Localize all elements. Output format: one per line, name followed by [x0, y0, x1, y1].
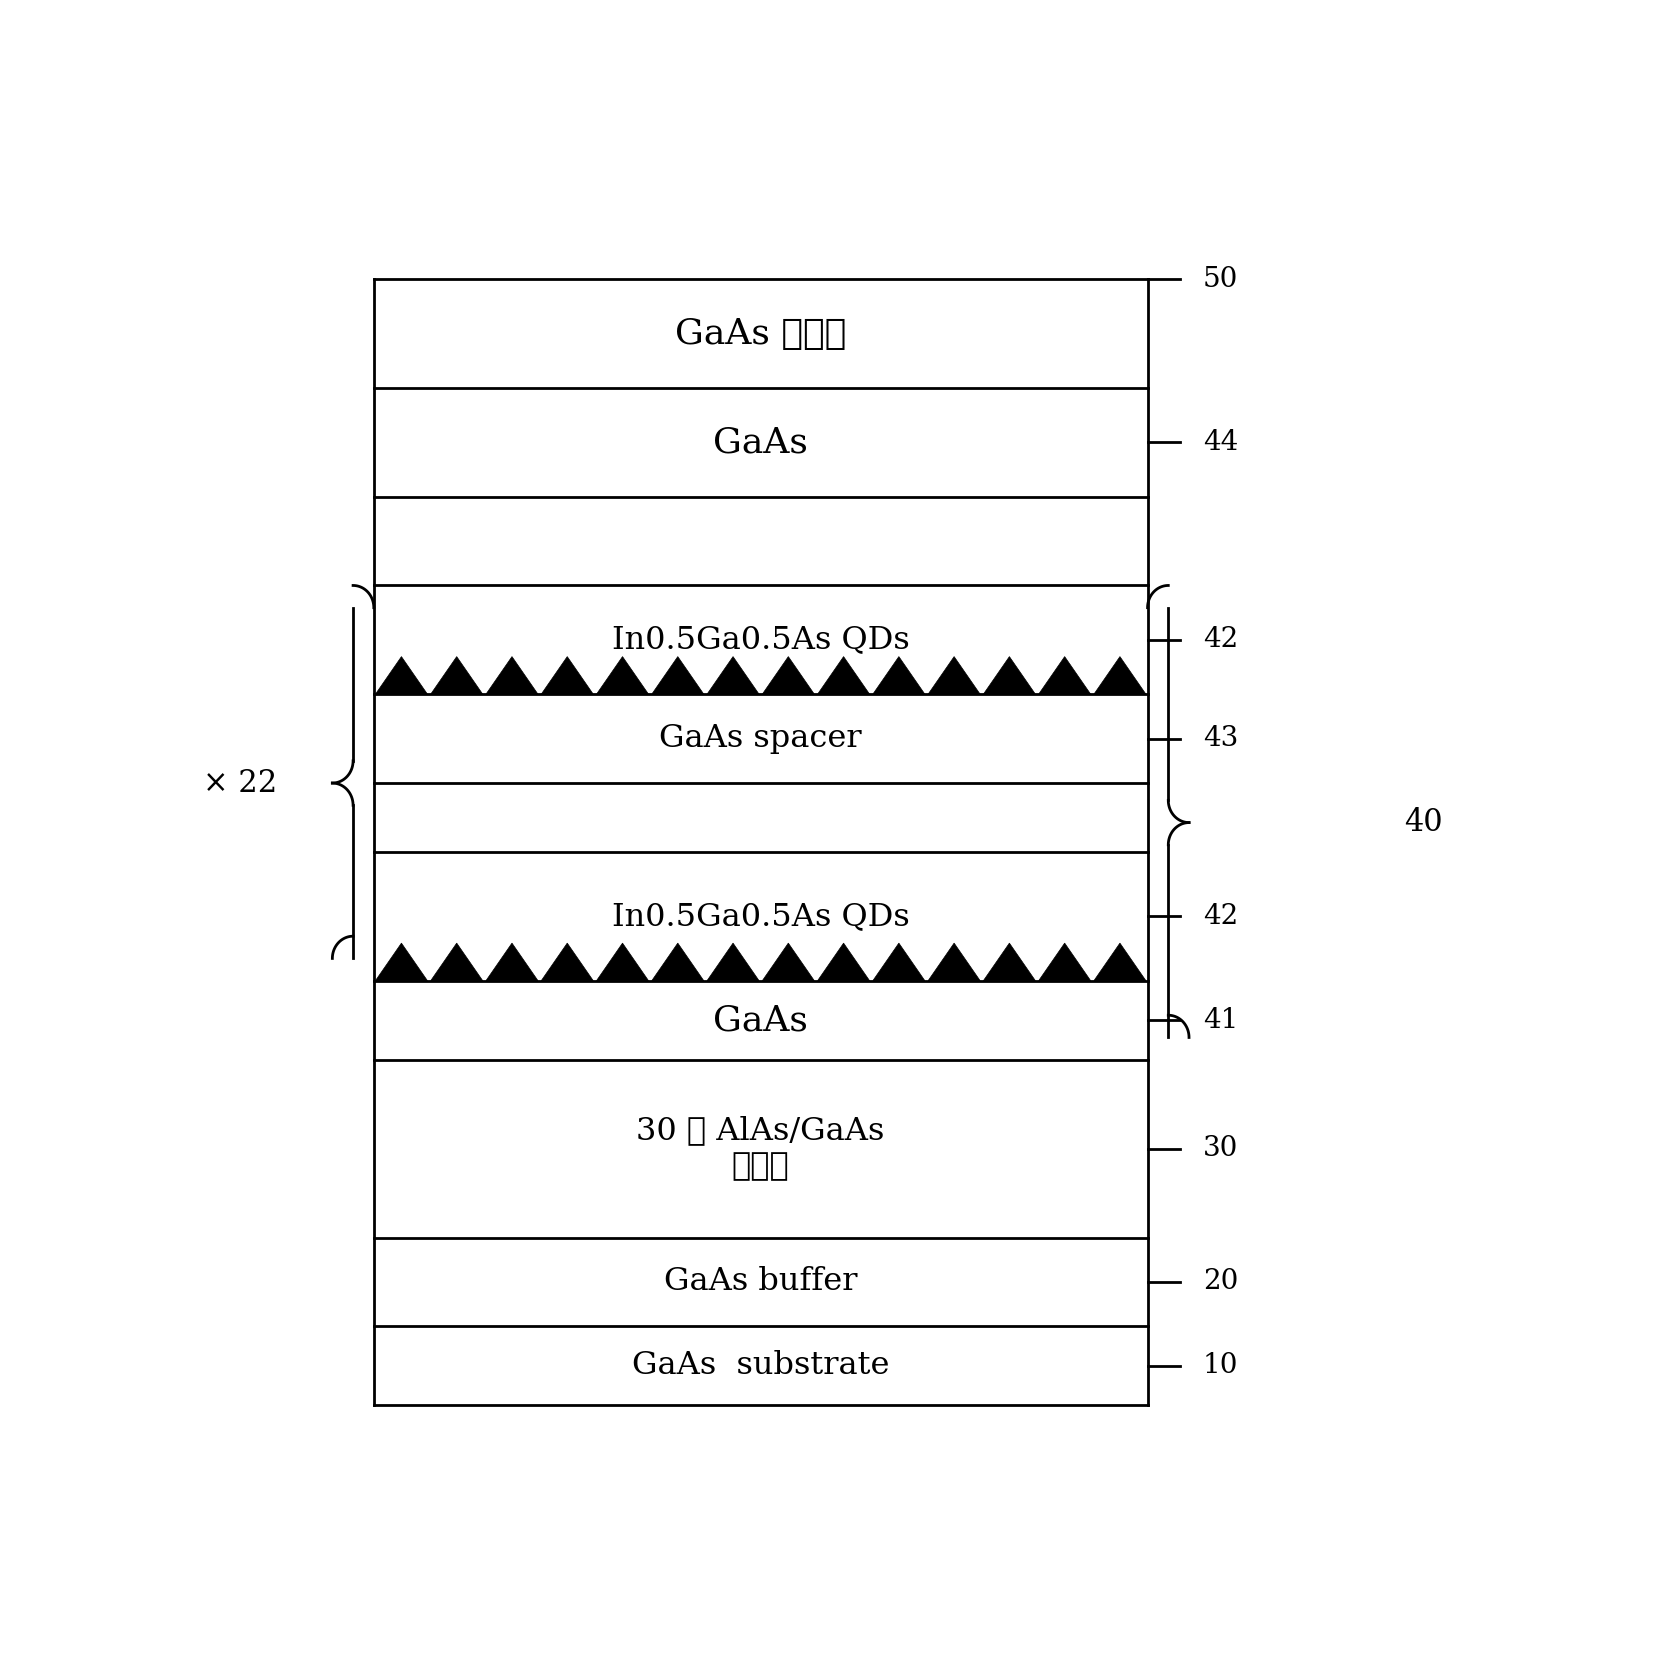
Polygon shape — [596, 657, 649, 694]
Polygon shape — [376, 942, 428, 981]
Polygon shape — [431, 657, 483, 694]
Text: GaAs: GaAs — [714, 1002, 809, 1037]
Polygon shape — [983, 657, 1035, 694]
Polygon shape — [874, 942, 925, 981]
Text: 42: 42 — [1203, 626, 1238, 654]
Text: 43: 43 — [1203, 726, 1238, 752]
Polygon shape — [486, 942, 537, 981]
Polygon shape — [762, 942, 814, 981]
Polygon shape — [541, 942, 594, 981]
Polygon shape — [707, 942, 759, 981]
Polygon shape — [874, 657, 925, 694]
Text: GaAs  substrate: GaAs substrate — [632, 1351, 890, 1381]
Text: GaAs spacer: GaAs spacer — [659, 724, 862, 754]
Polygon shape — [1093, 657, 1146, 694]
Text: 50: 50 — [1203, 265, 1238, 292]
Text: GaAs: GaAs — [714, 425, 809, 459]
Polygon shape — [652, 657, 704, 694]
Polygon shape — [431, 942, 483, 981]
Polygon shape — [707, 657, 759, 694]
Text: 40: 40 — [1404, 807, 1443, 837]
Polygon shape — [929, 942, 980, 981]
Text: 30: 30 — [1203, 1136, 1238, 1163]
Text: In0.5Ga0.5As QDs: In0.5Ga0.5As QDs — [612, 624, 910, 656]
Text: 42: 42 — [1203, 902, 1238, 931]
Polygon shape — [817, 942, 870, 981]
Text: GaAs buffer: GaAs buffer — [664, 1266, 857, 1298]
Text: 20: 20 — [1203, 1268, 1238, 1296]
Text: 10: 10 — [1203, 1353, 1238, 1379]
Polygon shape — [1093, 942, 1146, 981]
Polygon shape — [652, 942, 704, 981]
Polygon shape — [983, 942, 1035, 981]
Polygon shape — [486, 657, 537, 694]
Text: 44: 44 — [1203, 429, 1238, 455]
Polygon shape — [596, 942, 649, 981]
Polygon shape — [929, 657, 980, 694]
Polygon shape — [376, 657, 428, 694]
Text: × 22: × 22 — [203, 767, 278, 799]
Polygon shape — [1038, 657, 1090, 694]
Polygon shape — [1038, 942, 1090, 981]
Text: 30 对 AlAs/GaAs
反射镜: 30 对 AlAs/GaAs 反射镜 — [637, 1116, 885, 1183]
Text: 41: 41 — [1203, 1007, 1238, 1034]
Polygon shape — [541, 657, 594, 694]
Text: In0.5Ga0.5As QDs: In0.5Ga0.5As QDs — [612, 901, 910, 932]
Polygon shape — [762, 657, 814, 694]
Text: GaAs 覆盖层: GaAs 覆盖层 — [676, 317, 847, 350]
Polygon shape — [817, 657, 870, 694]
